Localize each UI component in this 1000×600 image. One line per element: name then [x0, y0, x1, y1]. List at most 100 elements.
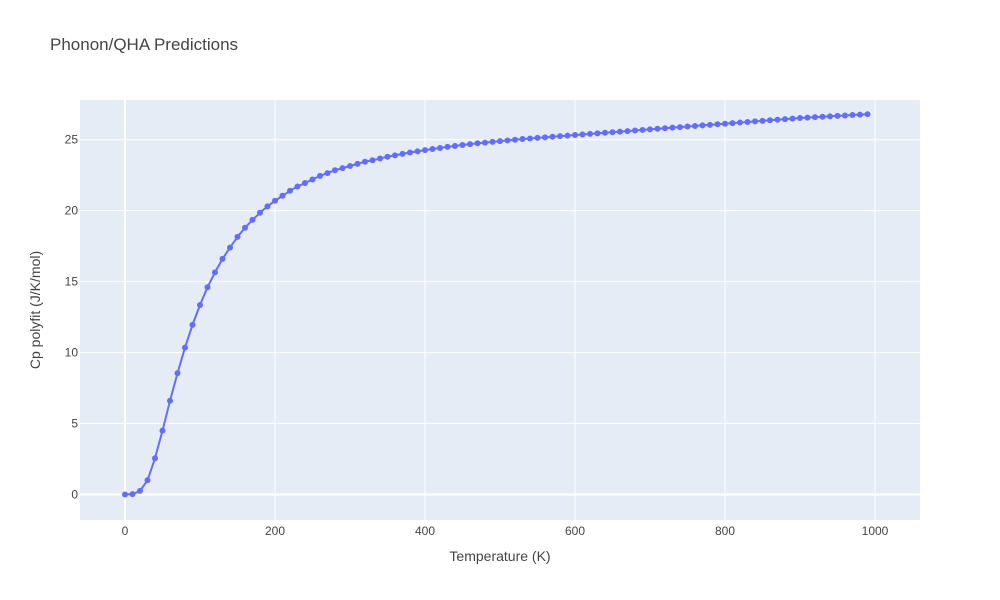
data-point [789, 115, 796, 122]
x-tick-label: 1000 [862, 524, 889, 538]
data-point [452, 142, 458, 149]
x-tick-label: 800 [715, 524, 735, 538]
data-point [737, 119, 743, 126]
data-point [602, 129, 608, 136]
data-point [392, 152, 398, 159]
x-tick-label: 200 [265, 524, 285, 538]
data-point [122, 491, 128, 498]
data-point [189, 321, 196, 328]
y-tick-label: 20 [65, 204, 79, 218]
data-point [354, 160, 361, 167]
data-point [234, 233, 241, 240]
series-layer [122, 111, 871, 498]
data-point [212, 269, 218, 276]
data-point [692, 122, 698, 129]
data-point [677, 124, 683, 131]
x-tick-label: 400 [415, 524, 435, 538]
data-point [624, 128, 631, 135]
data-point [774, 116, 781, 123]
data-point [849, 112, 856, 119]
x-tick-label: 0 [122, 524, 129, 538]
data-point [317, 172, 323, 179]
data-point [204, 284, 211, 291]
data-point [707, 121, 713, 128]
data-point [347, 162, 353, 169]
data-point [422, 147, 428, 154]
data-point [459, 141, 466, 148]
data-point [377, 155, 383, 162]
data-point [489, 138, 496, 145]
data-point [699, 122, 706, 129]
data-point [302, 180, 308, 187]
data-point [617, 128, 623, 135]
data-point [414, 148, 421, 155]
data-point [144, 477, 151, 484]
data-point [497, 138, 503, 145]
grid-layer [80, 100, 920, 520]
data-point [744, 118, 751, 125]
data-point [609, 129, 616, 136]
chart-title: Phonon/QHA Predictions [50, 35, 238, 54]
data-point [444, 143, 451, 150]
data-point [804, 114, 811, 121]
data-point [542, 134, 548, 141]
data-point [429, 145, 436, 152]
data-point [482, 139, 488, 146]
y-tick-label: 10 [65, 346, 79, 360]
data-point [407, 149, 413, 156]
data-point [842, 112, 848, 119]
series-line [124, 113, 868, 496]
data-point [549, 133, 556, 140]
data-point [137, 487, 143, 494]
data-point [512, 136, 518, 143]
data-point [249, 216, 256, 223]
data-point [167, 397, 173, 404]
data-point [362, 158, 368, 165]
data-point [272, 197, 278, 204]
tick-layer: 0 200 400 600 800 1000 0 5 10 15 20 25 [65, 133, 889, 538]
y-tick-label: 25 [65, 133, 79, 147]
data-point [864, 111, 871, 118]
data-point [587, 130, 593, 137]
data-point [504, 137, 511, 144]
data-point [332, 167, 338, 174]
data-point [759, 117, 766, 124]
data-point [834, 112, 841, 119]
data-point [129, 491, 136, 498]
data-point [662, 125, 668, 132]
data-point [182, 344, 188, 351]
data-point [437, 144, 443, 151]
data-point [654, 125, 661, 132]
y-tick-label: 5 [71, 417, 78, 431]
data-point [564, 132, 571, 139]
data-point [294, 183, 301, 190]
data-point [632, 127, 638, 134]
data-point [534, 134, 541, 141]
data-point [152, 455, 158, 462]
plot-area [80, 100, 920, 520]
data-point [857, 111, 863, 118]
data-point [752, 118, 758, 125]
data-point [279, 192, 286, 199]
data-point [467, 141, 473, 148]
data-point [797, 115, 803, 122]
data-point [722, 120, 728, 127]
data-point [227, 244, 233, 251]
data-point [264, 203, 271, 210]
data-point [197, 302, 203, 309]
data-point [369, 157, 376, 164]
data-point [669, 124, 676, 131]
data-point [557, 133, 563, 140]
data-point [579, 131, 586, 138]
data-point [827, 113, 833, 120]
data-point [474, 140, 481, 147]
data-point [684, 123, 691, 130]
x-axis-title: Temperature (K) [449, 548, 550, 564]
data-point [594, 130, 601, 137]
x-tick-label: 600 [565, 524, 585, 538]
data-point [399, 150, 406, 157]
y-tick-label: 0 [71, 487, 78, 501]
data-point [527, 135, 533, 142]
data-point [242, 224, 248, 231]
